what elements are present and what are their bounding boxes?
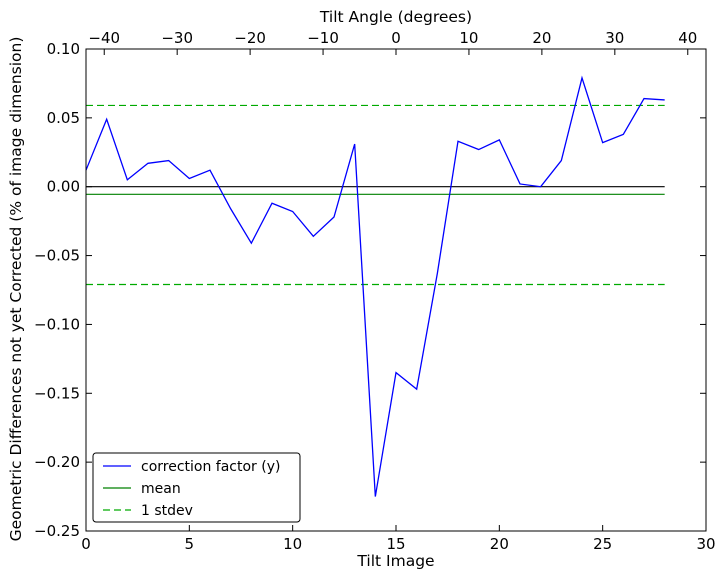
x2-tick-label: 20 — [532, 29, 551, 47]
x2-tick-label: −30 — [161, 29, 193, 47]
y-tick-label: −0.10 — [34, 315, 80, 333]
y-tick-label: 0.10 — [47, 40, 80, 58]
y-tick-label: 0.05 — [47, 109, 80, 127]
x2-axis-label: Tilt Angle (degrees) — [319, 8, 472, 26]
legend-box — [92, 452, 301, 523]
x2-tick-label: −40 — [88, 29, 120, 47]
x2-tick-label: 0 — [391, 29, 401, 47]
y-tick-label: 0.00 — [47, 178, 80, 196]
x-axis-label: Tilt Image — [356, 552, 434, 570]
x2-tick-label: −10 — [307, 29, 339, 47]
y-tick-label: −0.25 — [34, 522, 80, 540]
axis-ticks: 0 5 10 15 20 25 30 −40 −30 −20 −10 0 10 20 30 40 −0.25 −0… — [34, 29, 716, 553]
y-tick-label: −0.15 — [34, 384, 80, 402]
y-tick-label: −0.05 — [34, 247, 80, 265]
x2-tick-label: 30 — [605, 29, 624, 47]
x2-tick-label: 40 — [678, 29, 697, 47]
x2-tick-label: 10 — [459, 29, 478, 47]
x-tick-label: 20 — [490, 535, 509, 553]
y-tick-label: −0.20 — [34, 453, 80, 471]
legend: correction factor (y) mean 1 stdev — [92, 452, 301, 523]
legend-label-mean: mean — [141, 481, 181, 497]
x-tick-label: 30 — [696, 535, 715, 553]
x-tick-label: 15 — [386, 535, 405, 553]
legend-label-1-stdev: 1 stdev — [141, 503, 193, 519]
x2-tick-label: −20 — [234, 29, 266, 47]
y-axis-label: Geometric Differences not yet Corrected … — [7, 37, 25, 542]
x-tick-label: 5 — [185, 535, 195, 553]
legend-label-correction-factor-y: correction factor (y) — [141, 459, 280, 475]
x-tick-label: 0 — [81, 535, 91, 553]
x-tick-label: 10 — [283, 535, 302, 553]
x-tick-label: 25 — [593, 535, 612, 553]
series-line-correction-factor-y — [85, 75, 665, 497]
